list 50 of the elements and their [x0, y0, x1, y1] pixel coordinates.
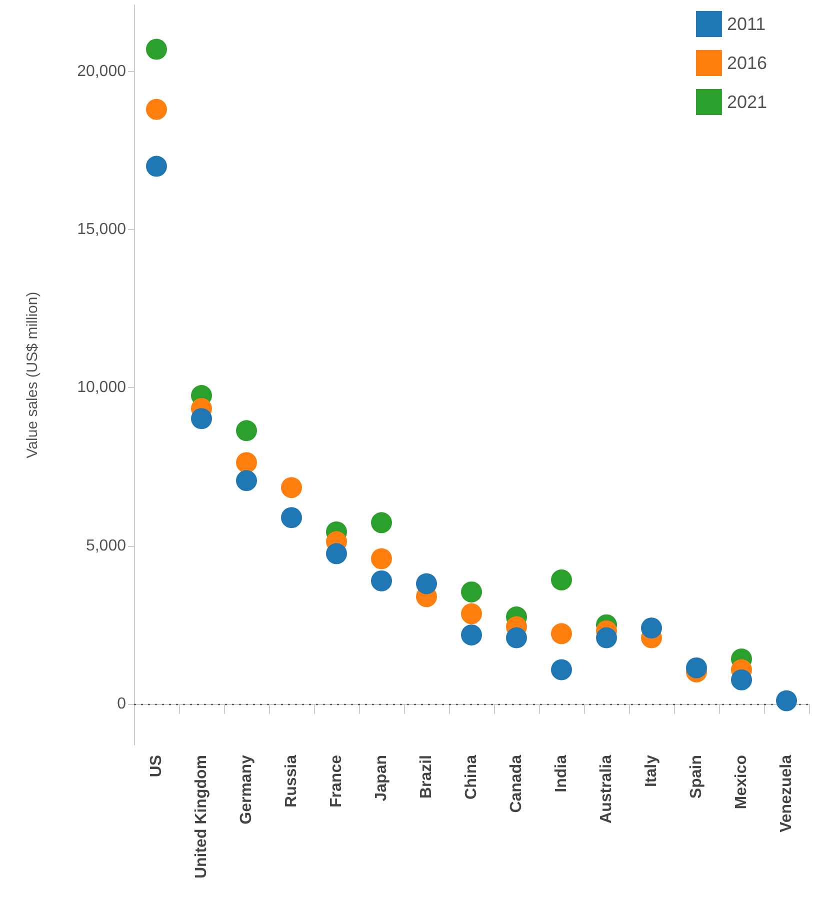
x-tick-label: United Kingdom [193, 755, 210, 879]
x-tick-label: Russia [283, 754, 300, 808]
x-tick-label: Japan [373, 755, 390, 802]
x-tick-label: Venezuela [778, 754, 795, 832]
point [416, 573, 437, 594]
y-tick-label: 10,000 [77, 379, 126, 396]
y-tick-label: 15,000 [77, 221, 126, 238]
x-tick-label: Canada [508, 754, 525, 813]
point [641, 617, 662, 638]
point [731, 669, 752, 690]
point [281, 477, 302, 498]
point [776, 690, 797, 712]
x-tick-label: Spain [688, 755, 705, 799]
point [461, 624, 482, 646]
point [461, 581, 482, 602]
x-tick-label: Germany [238, 754, 255, 824]
y-tick-label: 20,000 [77, 62, 126, 80]
point [686, 657, 707, 678]
point [596, 627, 617, 648]
x-tick-label: China [463, 754, 480, 800]
point [371, 570, 392, 592]
x-tick-label: Brazil [418, 755, 435, 799]
point [191, 408, 212, 430]
legend-label: 2011 [726, 14, 766, 34]
point [146, 156, 167, 177]
point [551, 659, 572, 680]
point [551, 623, 572, 644]
y-tick-label: 0 [117, 695, 126, 712]
point [236, 420, 257, 442]
point [236, 470, 257, 492]
point [506, 627, 527, 648]
legend-label: 2021 [726, 92, 768, 112]
point [236, 452, 257, 474]
y-tick-label: 5,000 [86, 537, 126, 554]
legend-label: 2016 [726, 53, 768, 73]
x-tick-label: France [328, 754, 345, 808]
x-tick-label: US [148, 754, 165, 778]
point [371, 512, 392, 534]
x-tick-label: India [553, 754, 570, 792]
point [146, 98, 167, 120]
x-tick-label: Mexico [733, 754, 750, 810]
x-tick-label: Australia [598, 754, 615, 824]
point [326, 543, 347, 564]
point [551, 569, 572, 590]
point [281, 507, 302, 528]
point [461, 603, 482, 624]
x-tick-label: Italy [643, 754, 660, 788]
y-axis-title: Value sales (US$ million) [24, 292, 41, 458]
point [146, 38, 167, 60]
point [371, 548, 392, 570]
